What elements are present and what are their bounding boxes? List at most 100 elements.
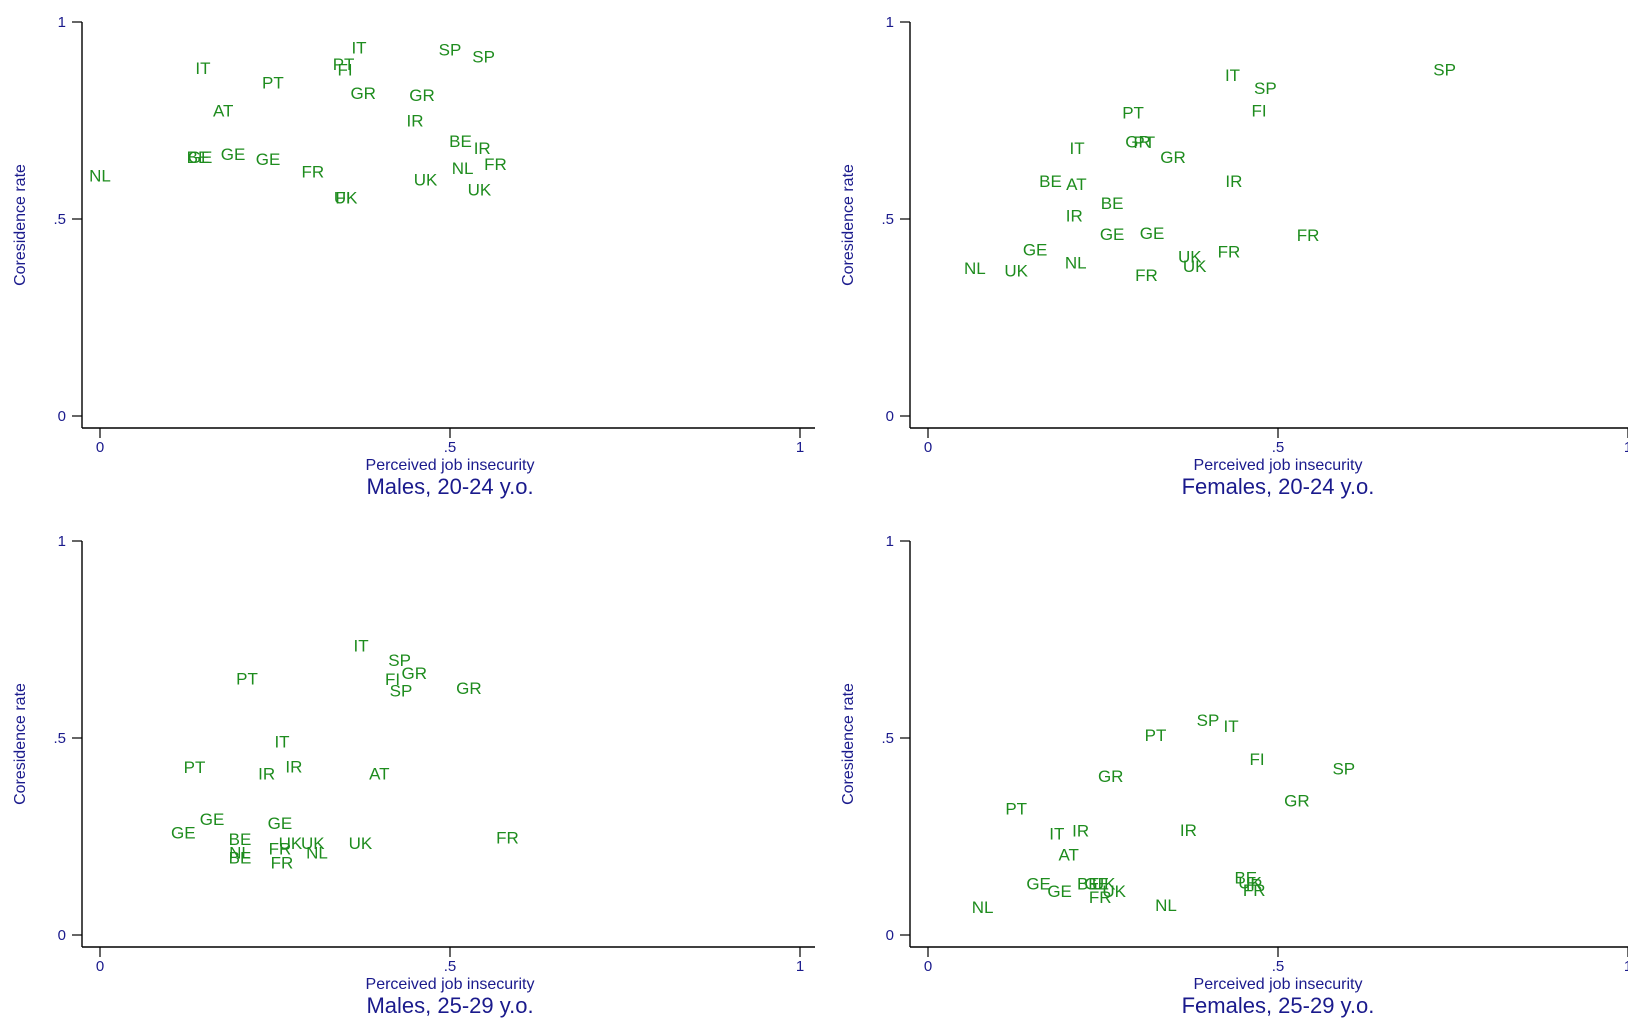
data-point-label: GE bbox=[200, 810, 225, 829]
data-point-label: NL bbox=[1065, 254, 1087, 273]
y-tick-label: .5 bbox=[53, 730, 66, 747]
data-point-label: GR bbox=[1125, 132, 1151, 151]
y-tick-label: 0 bbox=[58, 927, 66, 944]
panel-title: Males, 25-29 y.o. bbox=[366, 993, 533, 1018]
data-point-label: SP bbox=[390, 682, 413, 701]
data-point-label: UK bbox=[334, 189, 358, 208]
data-point-label: FR bbox=[271, 854, 294, 873]
data-point-label: UK bbox=[301, 834, 325, 853]
x-tick-label: .5 bbox=[444, 958, 457, 975]
data-point-label: UK bbox=[1183, 257, 1207, 276]
data-point-label: GR bbox=[350, 84, 376, 103]
data-point-label: GE bbox=[1100, 225, 1125, 244]
data-point-label: FR bbox=[1297, 226, 1320, 245]
data-point-label: SP bbox=[388, 651, 411, 670]
data-point-label: PT bbox=[1122, 104, 1144, 123]
data-point-label: UK bbox=[1092, 874, 1116, 893]
data-point-label: IT bbox=[351, 39, 366, 58]
data-point-label: UK bbox=[1102, 882, 1126, 901]
data-point-label: SP bbox=[1332, 759, 1355, 778]
data-point-label: FI bbox=[1252, 101, 1267, 120]
data-point-label: NL bbox=[229, 844, 251, 863]
x-axis-label: Perceived job insecurity bbox=[1194, 457, 1363, 474]
y-tick-label: 1 bbox=[58, 14, 66, 31]
data-point-label: NL bbox=[1155, 896, 1177, 915]
data-point-label: BE bbox=[1077, 874, 1100, 893]
data-point-label: UK bbox=[1238, 874, 1262, 893]
x-tick-label: 0 bbox=[96, 958, 104, 975]
y-tick-label: .5 bbox=[881, 211, 894, 228]
y-tick-label: .5 bbox=[881, 730, 894, 747]
y-tick-label: .5 bbox=[53, 211, 66, 228]
data-point-label: FR bbox=[496, 829, 519, 848]
x-tick-label: 1 bbox=[1624, 439, 1628, 456]
data-point-label: SP bbox=[472, 47, 495, 66]
data-point-label: GE bbox=[221, 145, 246, 164]
panel-1: 0 .5 1 0 .5 1 Perceived job insecurity Coreside… bbox=[12, 14, 815, 499]
data-point-label: FR bbox=[484, 155, 507, 174]
data-point-label: IR bbox=[1246, 876, 1263, 895]
data-point-label: GR bbox=[1098, 767, 1124, 786]
data-point-label: GR bbox=[456, 679, 482, 698]
data-point-label: BE bbox=[449, 132, 472, 151]
data-point-label: GE bbox=[1140, 224, 1165, 243]
y-tick-label: 0 bbox=[886, 408, 894, 425]
data-point-label: GE bbox=[1084, 874, 1109, 893]
y-axis-label: Coresidence rate bbox=[12, 683, 29, 805]
data-point-label: NL bbox=[89, 167, 111, 186]
data-point-label: NL bbox=[964, 259, 986, 278]
data-point-label: IT bbox=[1225, 66, 1240, 85]
data-point-label: SP bbox=[439, 41, 462, 60]
data-point-label: UK bbox=[414, 171, 438, 190]
data-point-label: BE bbox=[229, 848, 252, 867]
data-point-label: NL bbox=[306, 844, 328, 863]
data-point-label: PT bbox=[1145, 726, 1167, 745]
data-point-label: IT bbox=[354, 636, 369, 655]
x-tick-label: 0 bbox=[96, 439, 104, 456]
data-point-label: GE bbox=[1026, 874, 1051, 893]
data-point-label: GE bbox=[171, 824, 196, 843]
x-tick-label: .5 bbox=[444, 439, 457, 456]
data-point-label: IT bbox=[1224, 717, 1239, 736]
y-axis-label: Coresidence rate bbox=[12, 164, 29, 286]
x-axis-label: Perceived job insecurity bbox=[1194, 976, 1363, 993]
data-point-label: IT bbox=[274, 733, 289, 752]
data-point-label: GE bbox=[256, 150, 281, 169]
data-point-label: NL bbox=[452, 159, 474, 178]
data-point-label: PT bbox=[1005, 800, 1027, 819]
data-point-label: BE bbox=[1039, 172, 1062, 191]
panel-4: 0 .5 1 0 .5 1 Perceived job insecurity Coreside… bbox=[840, 533, 1628, 1018]
y-tick-label: 1 bbox=[886, 533, 894, 550]
data-point-label: IR bbox=[474, 139, 491, 158]
x-tick-label: 1 bbox=[1624, 958, 1628, 975]
y-tick-label: 1 bbox=[886, 14, 894, 31]
data-point-label: PT bbox=[236, 670, 258, 689]
data-point-label: IR bbox=[258, 764, 275, 783]
data-point-label: BE bbox=[187, 148, 210, 167]
data-point-label: FI bbox=[337, 60, 352, 79]
panel-2: 0 .5 1 0 .5 1 Perceived job insecurity Coreside… bbox=[840, 14, 1628, 499]
data-point-label: IT bbox=[1070, 139, 1085, 158]
data-point-label: FR bbox=[1135, 266, 1158, 285]
data-point-label: PT bbox=[1133, 133, 1155, 152]
data-point-label: UK bbox=[468, 180, 492, 199]
data-point-label: BE bbox=[229, 830, 252, 849]
data-point-label: AT bbox=[369, 764, 389, 783]
y-tick-label: 0 bbox=[886, 927, 894, 944]
data-point-label: BE bbox=[1234, 868, 1257, 887]
data-point-label: GR bbox=[1160, 148, 1186, 167]
data-point-label: FR bbox=[301, 163, 324, 182]
x-tick-label: 1 bbox=[796, 439, 804, 456]
panel-3: 0 .5 1 0 .5 1 Perceived job insecurity Coreside… bbox=[12, 533, 815, 1018]
data-point-label: UK bbox=[1004, 262, 1028, 281]
data-point-label: FR bbox=[269, 839, 292, 858]
panel-title: Females, 20-24 y.o. bbox=[1182, 474, 1375, 499]
data-point-label: GE bbox=[1023, 240, 1048, 259]
data-point-label: FR bbox=[1218, 243, 1241, 262]
data-point-label: GE bbox=[1047, 882, 1072, 901]
data-point-label: FR bbox=[1089, 888, 1112, 907]
data-point-label: IT bbox=[195, 59, 210, 78]
data-point-label: SP bbox=[1433, 60, 1456, 79]
x-axis-label: Perceived job insecurity bbox=[366, 457, 535, 474]
y-axis-label: Coresidence rate bbox=[840, 164, 857, 286]
